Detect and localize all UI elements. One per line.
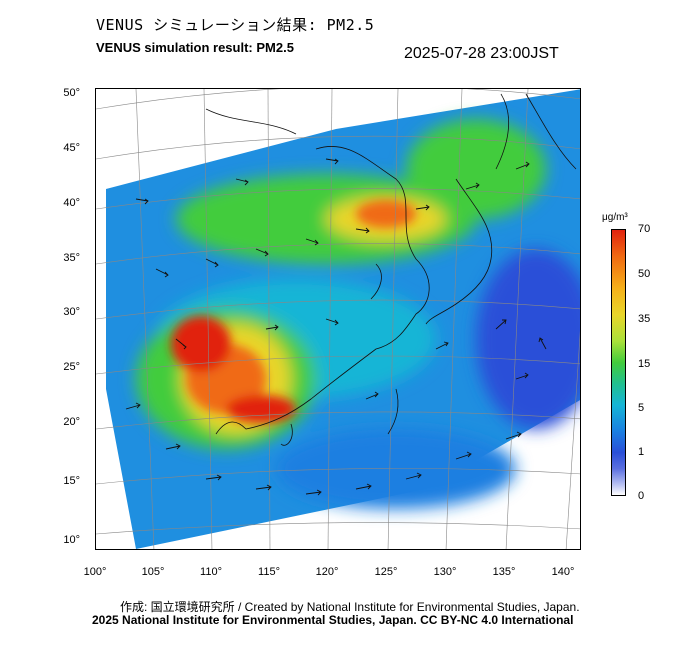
coastlines (205, 93, 577, 446)
lon-label-130: 130° (433, 566, 457, 578)
colorbar-tick-35: 35 (638, 313, 651, 325)
lon-label-140: 140° (551, 566, 575, 578)
title-jp: VENUS シミュレーション結果: PM2.5 (96, 16, 375, 34)
concentration-field (106, 89, 580, 549)
colorbar-tick-0: 0 (638, 490, 645, 502)
pm25-map (96, 89, 580, 549)
colorbar (611, 229, 626, 496)
colorbar-tick-15: 15 (638, 358, 651, 370)
lat-label-40: 40° (63, 197, 80, 209)
green-northeast (406, 119, 546, 219)
map-frame (95, 88, 581, 550)
colorbar-tick-1: 1 (638, 446, 645, 458)
wind-vectors (125, 158, 547, 496)
low-ocean-south (276, 429, 516, 509)
lat-label-50: 50° (63, 87, 80, 99)
lat-label-25: 25° (63, 361, 80, 373)
lat-label-15: 15° (63, 475, 80, 487)
colorbar-unit: μg/m³ (602, 212, 628, 223)
lon-label-135: 135° (492, 566, 516, 578)
colorbar-tick-70: 70 (638, 223, 651, 235)
lon-label-100: 100° (83, 566, 107, 578)
low-ocean-east (476, 249, 580, 429)
colorbar-tick-50: 50 (638, 268, 651, 280)
lat-label-45: 45° (63, 142, 80, 154)
lon-label-110: 110° (200, 566, 222, 578)
lat-label-30: 30° (63, 306, 80, 318)
lon-label-105: 105° (141, 566, 165, 578)
lon-label-115: 115° (258, 566, 280, 578)
lon-label-120: 120° (315, 566, 339, 578)
colorbar-tick-5: 5 (638, 402, 645, 414)
red-hotspot-2 (226, 395, 296, 423)
red-hotspot-1 (171, 316, 231, 372)
lat-label-10: 10° (63, 534, 80, 546)
lat-label-20: 20° (63, 416, 80, 428)
lon-label-125: 125° (374, 566, 398, 578)
lat-label-35: 35° (63, 252, 80, 264)
credit-line-1: 作成: 国立環境研究所 / Created by National Instit… (120, 600, 580, 614)
timestamp: 2025-07-28 23:00JST (404, 45, 559, 62)
orange-north (356, 200, 416, 228)
title-en: VENUS simulation result: PM2.5 (96, 40, 294, 55)
credit-line-2: 2025 National Institute for Environmenta… (92, 613, 574, 627)
